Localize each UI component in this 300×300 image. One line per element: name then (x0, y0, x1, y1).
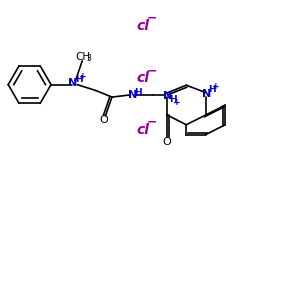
Text: cl: cl (136, 19, 149, 33)
Text: cl: cl (136, 123, 149, 137)
Text: +: + (173, 98, 181, 107)
Text: N: N (128, 90, 137, 100)
Text: H: H (169, 95, 177, 104)
Text: +: + (212, 82, 220, 91)
Text: cl: cl (136, 71, 149, 85)
Text: −: − (147, 64, 157, 77)
Text: −: − (147, 12, 157, 25)
Text: H: H (208, 85, 216, 94)
Text: 3: 3 (86, 54, 91, 63)
Text: N: N (202, 88, 212, 98)
Text: +: + (79, 72, 86, 81)
Text: H: H (75, 75, 82, 84)
Text: O: O (99, 115, 108, 125)
Text: N: N (68, 78, 78, 88)
Text: H: H (134, 88, 141, 97)
Text: CH: CH (75, 52, 90, 62)
Text: −: − (147, 116, 157, 129)
Text: N: N (163, 91, 172, 100)
Text: O: O (162, 137, 171, 147)
